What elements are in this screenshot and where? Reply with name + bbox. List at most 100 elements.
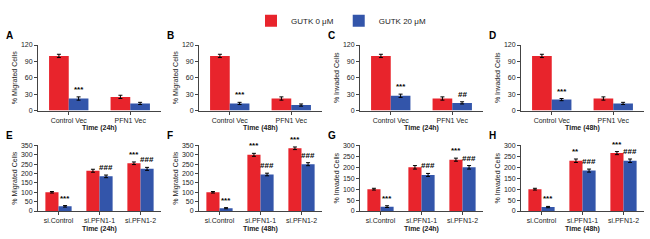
- svg-text:F: F: [167, 130, 173, 141]
- svg-text:200: 200: [343, 164, 355, 171]
- svg-text:***: ***: [249, 141, 259, 150]
- svg-text:250: 250: [21, 161, 33, 168]
- svg-text:300: 300: [182, 151, 194, 158]
- svg-text:% Migrated Cells: % Migrated Cells: [11, 51, 19, 104]
- svg-text:###: ###: [623, 147, 637, 156]
- svg-text:A: A: [6, 30, 13, 41]
- svg-text:% Invaded Cells: % Invaded Cells: [333, 152, 340, 203]
- svg-text:250: 250: [343, 153, 355, 160]
- svg-text:G: G: [328, 130, 336, 141]
- svg-text:50: 50: [25, 198, 33, 205]
- svg-text:Time (48h): Time (48h): [243, 225, 278, 233]
- svg-text:B: B: [167, 30, 174, 41]
- svg-text:30: 30: [25, 91, 33, 98]
- svg-text:si.Control: si.Control: [366, 217, 396, 224]
- svg-text:###: ###: [140, 155, 154, 164]
- svg-text:Time (24h): Time (24h): [82, 124, 117, 132]
- svg-text:PFN1 Vec: PFN1 Vec: [597, 117, 629, 124]
- svg-text:50: 50: [347, 197, 355, 204]
- svg-text:si.PFN1-2: si.PFN1-2: [447, 217, 478, 224]
- svg-text:% Migrated Cells: % Migrated Cells: [172, 51, 180, 104]
- svg-text:% Migrated Cells: % Migrated Cells: [172, 151, 180, 204]
- svg-text:30: 30: [508, 91, 516, 98]
- svg-text:0: 0: [512, 207, 516, 214]
- svg-text:90: 90: [25, 58, 33, 65]
- svg-text:***: ***: [612, 140, 622, 149]
- svg-text:***: ***: [382, 194, 392, 203]
- svg-text:% Migrated Cells: % Migrated Cells: [11, 151, 19, 204]
- svg-text:60: 60: [25, 74, 33, 81]
- svg-text:Time (48h): Time (48h): [565, 124, 600, 132]
- svg-text:PFN1 Vec: PFN1 Vec: [436, 117, 468, 124]
- svg-text:GUTK 0 μM: GUTK 0 μM: [291, 17, 334, 26]
- svg-text:PFN1 Vec: PFN1 Vec: [275, 117, 307, 124]
- svg-text:si.PFN1-1: si.PFN1-1: [84, 217, 115, 224]
- svg-text:0: 0: [190, 207, 194, 214]
- svg-text:90: 90: [508, 58, 516, 65]
- svg-text:Time (24h): Time (24h): [404, 225, 439, 233]
- svg-text:50: 50: [508, 197, 516, 204]
- svg-text:100: 100: [21, 189, 33, 196]
- svg-text:0: 0: [512, 107, 516, 114]
- svg-text:###: ###: [301, 151, 315, 160]
- svg-text:C: C: [328, 30, 335, 41]
- svg-text:E: E: [6, 130, 13, 141]
- svg-text:###: ###: [260, 161, 274, 170]
- svg-text:150: 150: [21, 179, 33, 186]
- svg-text:60: 60: [186, 74, 194, 81]
- svg-text:si.PFN1-1: si.PFN1-1: [406, 217, 437, 224]
- svg-text:**: **: [572, 147, 579, 156]
- svg-text:200: 200: [21, 170, 33, 177]
- svg-text:***: ***: [451, 146, 461, 155]
- svg-text:90: 90: [347, 58, 355, 65]
- svg-text:60: 60: [508, 74, 516, 81]
- svg-text:250: 250: [504, 153, 516, 160]
- svg-text:***: ***: [543, 194, 553, 203]
- svg-text:150: 150: [182, 179, 194, 186]
- svg-text:si.Control: si.Control: [44, 217, 74, 224]
- svg-text:50: 50: [186, 198, 194, 205]
- svg-text:si.PFN1-1: si.PFN1-1: [245, 217, 276, 224]
- svg-text:100: 100: [343, 186, 355, 193]
- svg-text:Control Vec: Control Vec: [373, 117, 410, 124]
- svg-text:120: 120: [504, 41, 516, 48]
- svg-text:120: 120: [21, 41, 33, 48]
- svg-text:300: 300: [504, 142, 516, 149]
- svg-text:si.PFN1-2: si.PFN1-2: [286, 217, 317, 224]
- svg-text:30: 30: [186, 91, 194, 98]
- svg-text:0: 0: [351, 207, 355, 214]
- svg-text:300: 300: [343, 142, 355, 149]
- svg-text:si.PFN1-2: si.PFN1-2: [608, 217, 639, 224]
- svg-text:Control Vec: Control Vec: [51, 117, 88, 124]
- svg-text:si.PFN1-2: si.PFN1-2: [125, 217, 156, 224]
- svg-text:***: ***: [129, 150, 139, 159]
- svg-text:120: 120: [182, 41, 194, 48]
- svg-text:Time (24h): Time (24h): [82, 225, 117, 233]
- svg-text:***: ***: [557, 87, 567, 96]
- svg-text:0: 0: [190, 107, 194, 114]
- svg-text:Time (48h): Time (48h): [565, 225, 600, 233]
- svg-text:***: ***: [74, 85, 84, 94]
- svg-text:***: ***: [396, 82, 406, 91]
- svg-text:% Invaded Cells: % Invaded Cells: [494, 152, 501, 203]
- svg-text:200: 200: [504, 164, 516, 171]
- svg-text:si.PFN1-1: si.PFN1-1: [567, 217, 598, 224]
- svg-text:200: 200: [182, 170, 194, 177]
- svg-text:si.Control: si.Control: [527, 217, 557, 224]
- svg-text:***: ***: [60, 194, 70, 203]
- svg-text:% Invaded Cells: % Invaded Cells: [333, 52, 340, 103]
- svg-text:% Invaded Cells: % Invaded Cells: [494, 52, 501, 103]
- svg-text:GUTK 20 μM: GUTK 20 μM: [379, 17, 426, 26]
- svg-text:Control Vec: Control Vec: [534, 117, 571, 124]
- svg-text:D: D: [489, 30, 496, 41]
- svg-text:60: 60: [347, 74, 355, 81]
- svg-text:250: 250: [182, 161, 194, 168]
- svg-text:Control Vec: Control Vec: [212, 117, 249, 124]
- svg-text:90: 90: [186, 58, 194, 65]
- svg-text:###: ###: [421, 161, 435, 170]
- svg-text:###: ###: [99, 163, 113, 172]
- svg-text:##: ##: [458, 90, 467, 99]
- svg-text:0: 0: [29, 107, 33, 114]
- svg-text:H: H: [489, 130, 496, 141]
- svg-text:120: 120: [343, 41, 355, 48]
